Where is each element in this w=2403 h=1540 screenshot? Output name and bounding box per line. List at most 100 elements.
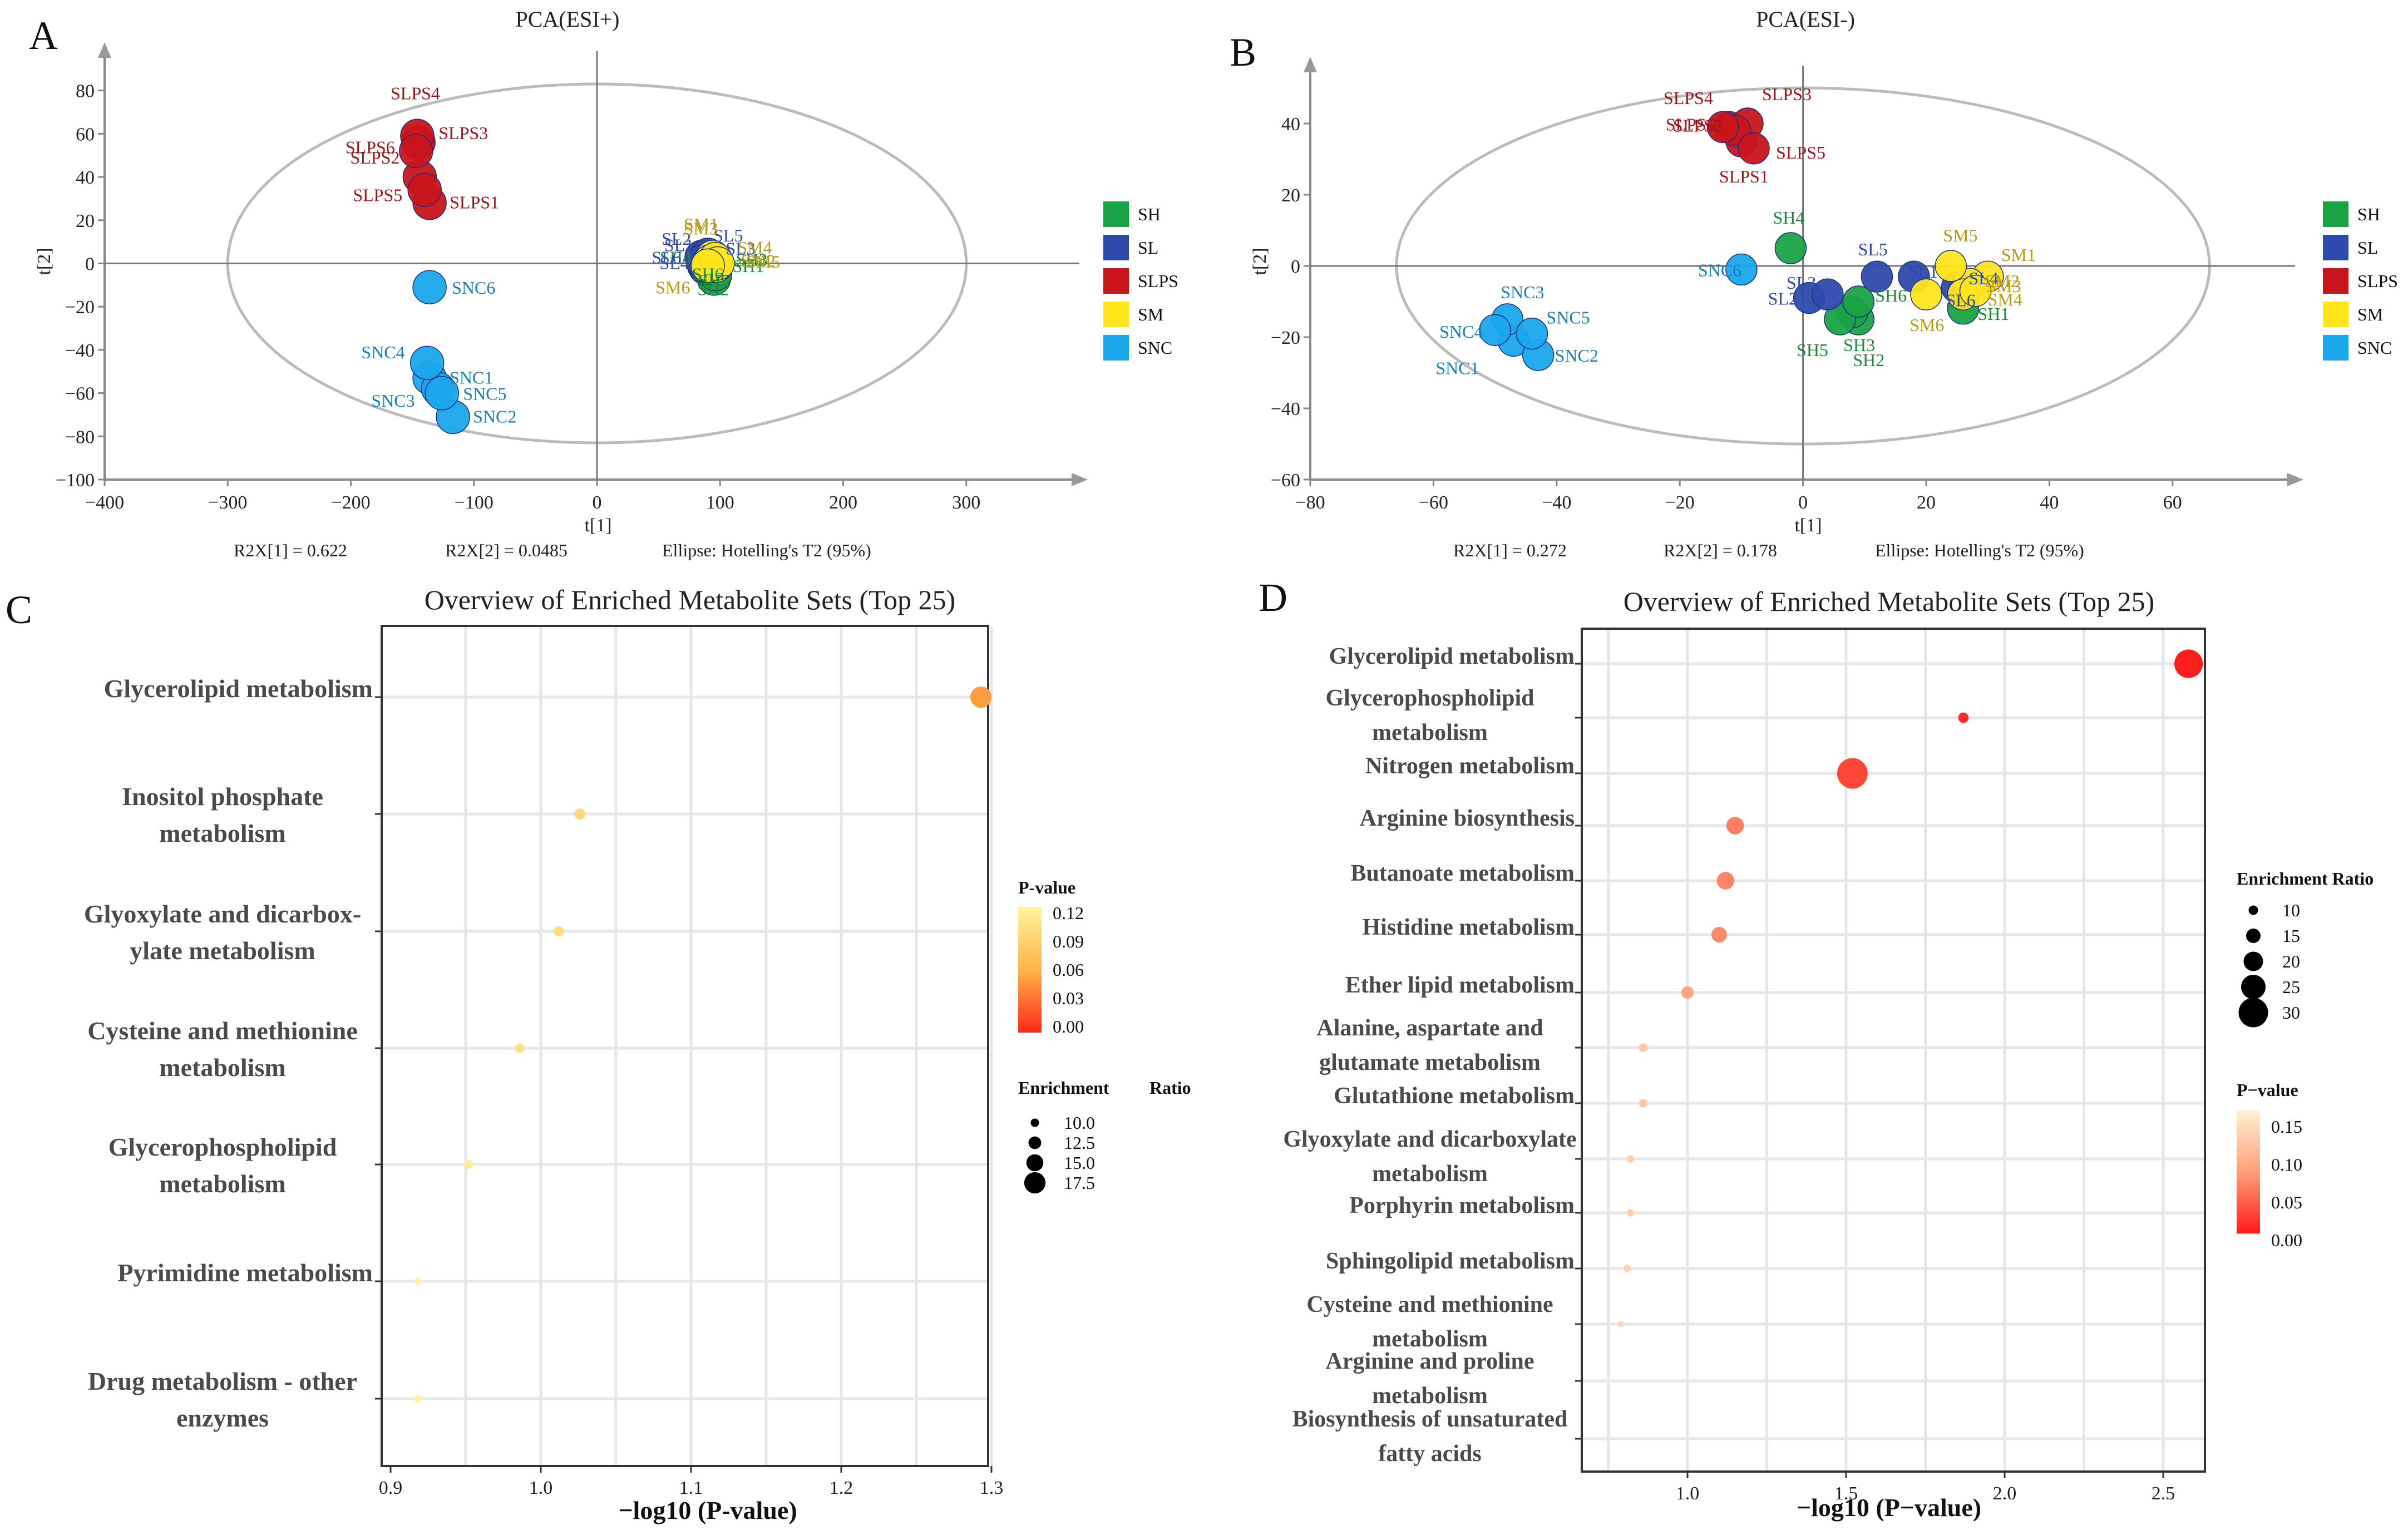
pca-legend-label: SL [1138, 238, 1158, 258]
pca-y-tick-label: 0 [1291, 256, 1300, 277]
enrich-d-dots [1602, 649, 2203, 1441]
pca-point-label: SM4 [1988, 289, 2022, 309]
enrich-category-label: Histidine metabolism [1362, 915, 1575, 940]
enrich-category-label: metabolism [1372, 720, 1488, 746]
pca-point-label: SH2 [1853, 350, 1884, 370]
pca-x-tick-label: −400 [85, 492, 124, 513]
enrich-dot [1837, 758, 1868, 789]
pca-y-tick-label: −60 [65, 384, 95, 404]
pca-legend-label: SM [2357, 304, 2383, 324]
enrich-category-label: Arginine and proline [1326, 1349, 1534, 1374]
pca-a-y-label: t[2] [34, 248, 55, 275]
enrich-category-label: Glycerolipid metabolism [104, 674, 373, 703]
pca-y-tick-label: 40 [76, 167, 95, 188]
pca-legend-label: SL [2357, 238, 2378, 258]
pca-point-label: SM4 [737, 238, 772, 258]
pca-point-label: SNC1 [1435, 358, 1479, 378]
enrich-x-tick-label: 1.2 [830, 1478, 853, 1498]
enrich-category-label: metabolism [159, 1053, 285, 1082]
enrich-category-label: ylate metabolism [130, 936, 315, 965]
enrich-category-label: Glycerophospholipid [1325, 685, 1534, 711]
pca-y-tick-label: −20 [65, 297, 95, 318]
pvalue-tick-label: 0.03 [1053, 988, 1084, 1008]
enrich-dot [1626, 1209, 1635, 1217]
enrich-dot [574, 808, 586, 820]
pca-a-x-label: t[1] [584, 515, 611, 536]
enrich-category-label: Arginine biosynthesis [1360, 806, 1575, 831]
enrich-category-label: Glyoxylate and dicarbox- [84, 900, 361, 928]
pca-point-snc6 [412, 270, 447, 304]
pvalue-tick-label: 0.12 [1053, 903, 1084, 923]
enrich-dot [414, 1277, 422, 1285]
pca-legend-swatch-sm [2323, 302, 2348, 327]
enrich-dot [1639, 1099, 1647, 1108]
pca-point-label: SL5 [1858, 239, 1887, 259]
enrich-x-tick-label: 1.1 [679, 1478, 703, 1498]
enrich-dot [1681, 986, 1694, 999]
pca-x-tick-label: 20 [1917, 492, 1936, 513]
enrich-dot [970, 686, 992, 708]
pca-point-label: SLPS2 [350, 147, 399, 167]
pca-point-slps5 [407, 172, 442, 208]
pvalue-tick-label: 0.05 [2271, 1192, 2302, 1212]
pca-point-snc4 [1479, 314, 1511, 346]
enrich-c-size-legend-title-1: Enrichment [1018, 1078, 1109, 1098]
pca-point-sl5 [1861, 260, 1893, 293]
enrich-d-x-ticks: 1.0 1.5 2.0 2.5 [1676, 1472, 2175, 1504]
pca-y-tick-label: −60 [1271, 470, 1300, 491]
enrich-category-label: Cysteine and methionine [87, 1016, 358, 1045]
pca-point-label: SM1 [684, 214, 718, 234]
pca-point-label: SM6 [655, 277, 690, 297]
pca-b-r2x2: R2X[2] = 0.178 [1664, 540, 1777, 560]
pca-point-label: SNC6 [452, 278, 495, 298]
pca-y-tick-label: 60 [76, 124, 95, 145]
pca-point-label: SNC4 [1439, 322, 1483, 342]
size-legend-dot [1028, 1136, 1042, 1149]
pca-b-points: SNC1 SNC2 SNC3 SNC4 SNC5 SNC6 SLPS1 SLPS2 SLPS3 S… [1435, 84, 2036, 378]
pca-point-label: SM5 [1943, 225, 1977, 245]
enrich-d-x-label: −log10 (P−value) [1797, 1493, 1981, 1522]
pca-x-tick-label: −60 [1419, 492, 1448, 513]
pca-point-label: SNC3 [371, 391, 415, 411]
pca-legend-swatch-sl [1103, 235, 1129, 260]
enrich-d-frame [1581, 628, 2206, 1473]
pca-b-x-ticks: −80 −60 −40 −20 0 20 40 60 [1295, 480, 2182, 513]
enrich-x-tick-label: 1.0 [1676, 1483, 1700, 1504]
pca-x-tick-label: 200 [829, 492, 857, 513]
pca-a-x-ticks: −400 −300 −200 −100 0 100 200 300 [85, 480, 980, 513]
pca-point-label: SH6 [1875, 285, 1907, 305]
enrich-c-category-labels: Glycerolipid metabolism Inositol phosphat… [84, 674, 382, 1432]
pca-point-slps6 [399, 134, 433, 169]
size-legend-label: 12.5 [1064, 1133, 1095, 1153]
pca-x-tick-label: 40 [2040, 492, 2059, 513]
pvalue-tick-label: 0.10 [2271, 1154, 2302, 1174]
pca-point-label: SNC4 [361, 342, 404, 362]
enrich-category-label: metabolism [159, 819, 285, 847]
enrich-d-pvalue-colorbar [2237, 1110, 2260, 1233]
pca-legend-swatch-slps [2323, 268, 2348, 294]
pca-point-label: SM2 [741, 250, 776, 270]
enrich-category-label: Ether lipid metabolism [1345, 973, 1575, 998]
pca-a-title: PCA(ESI+) [515, 7, 619, 32]
pca-point-label: SNC3 [1501, 282, 1544, 302]
enrich-dot [413, 1395, 422, 1403]
enrich-d-size-legend: 10 15 20 25 30 [2238, 900, 2300, 1028]
pca-x-tick-label: −20 [1665, 492, 1695, 513]
pca-point-label: SNC2 [473, 406, 516, 426]
pca-a-r2x1: R2X[1] = 0.622 [234, 540, 347, 560]
size-legend-dot [2241, 975, 2266, 999]
pvalue-tick-label: 0.06 [1053, 960, 1084, 980]
enrich-dot [554, 926, 564, 937]
enrich-c-x-ticks: 0.9 1.0 1.1 1.2 1.3 [379, 1466, 1003, 1498]
pca-point-snc5 [1516, 317, 1548, 350]
enrich-c-size-legend: 10.012.515.017.5 [1024, 1113, 1095, 1194]
pca-a-y-ticks: −100 −80 −60 −40 −20 0 20 40 60 80 [56, 81, 105, 491]
pca-b-legend: SH SL SLPS SM SNC [2323, 201, 2398, 361]
enrich-x-tick-label: 1.0 [529, 1478, 553, 1498]
enrich-dot [1726, 817, 1744, 835]
pca-point-label: SH4 [1773, 208, 1804, 228]
pca-b-ellipse-note: Ellipse: Hotelling's T2 (95%) [1875, 540, 2084, 560]
pca-esi-pos-chart: PCA(ESI+) −400 −300 −200 −100 0 100 200 300 −10… [34, 7, 1178, 560]
pca-point-sh4 [1774, 232, 1807, 264]
